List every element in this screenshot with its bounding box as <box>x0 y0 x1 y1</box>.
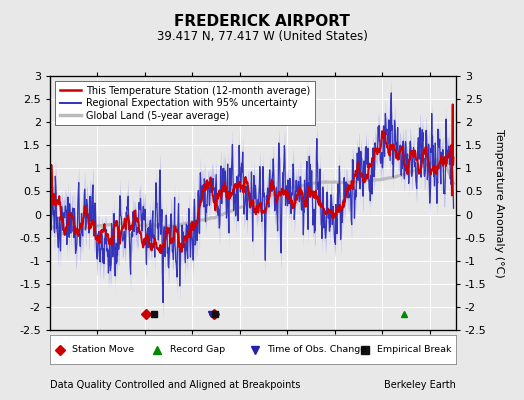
Y-axis label: Temperature Anomaly (°C): Temperature Anomaly (°C) <box>494 129 504 277</box>
Text: Record Gap: Record Gap <box>170 345 225 354</box>
Text: Data Quality Controlled and Aligned at Breakpoints: Data Quality Controlled and Aligned at B… <box>50 380 300 390</box>
Text: FREDERICK AIRPORT: FREDERICK AIRPORT <box>174 14 350 29</box>
Legend: This Temperature Station (12-month average), Regional Expectation with 95% uncer: This Temperature Station (12-month avera… <box>54 81 315 126</box>
Text: Empirical Break: Empirical Break <box>377 345 451 354</box>
Text: Time of Obs. Change: Time of Obs. Change <box>267 345 366 354</box>
Text: Station Move: Station Move <box>72 345 134 354</box>
Text: Berkeley Earth: Berkeley Earth <box>384 380 456 390</box>
Text: 39.417 N, 77.417 W (United States): 39.417 N, 77.417 W (United States) <box>157 30 367 43</box>
